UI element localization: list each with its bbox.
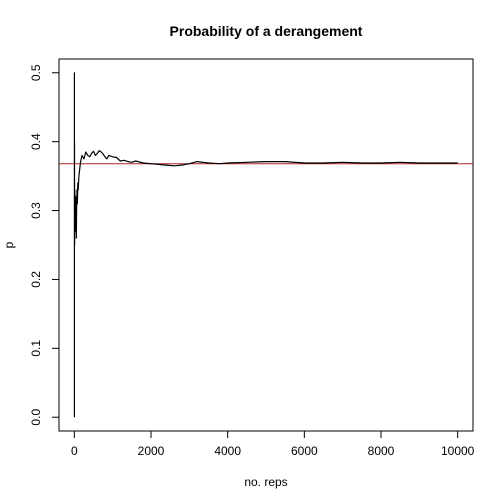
x-axis: 0 2000 4000 6000 8000 10000 <box>71 430 475 458</box>
x-tick-label: 2000 <box>138 444 165 458</box>
y-tick-label: 0.1 <box>29 340 43 357</box>
y-axis-label: p <box>2 241 16 248</box>
x-tick-label: 8000 <box>368 444 395 458</box>
y-tick-label: 0.4 <box>29 133 43 150</box>
x-tick-label: 10000 <box>441 444 475 458</box>
y-axis: 0.0 0.1 0.2 0.3 0.4 0.5 <box>29 64 60 426</box>
x-tick-label: 4000 <box>214 444 241 458</box>
y-tick-label: 0.3 <box>29 202 43 219</box>
y-tick-label: 0.5 <box>29 64 43 81</box>
plot-area <box>59 72 473 418</box>
plot-frame <box>58 58 474 432</box>
y-tick-label: 0.2 <box>29 271 43 288</box>
chart-title: Probability of a derangement <box>170 23 363 39</box>
y-tick-label: 0.0 <box>29 409 43 426</box>
x-tick-label: 0 <box>71 444 78 458</box>
x-tick-label: 6000 <box>291 444 318 458</box>
series-line <box>73 72 458 418</box>
x-axis-label: no. reps <box>244 475 287 489</box>
